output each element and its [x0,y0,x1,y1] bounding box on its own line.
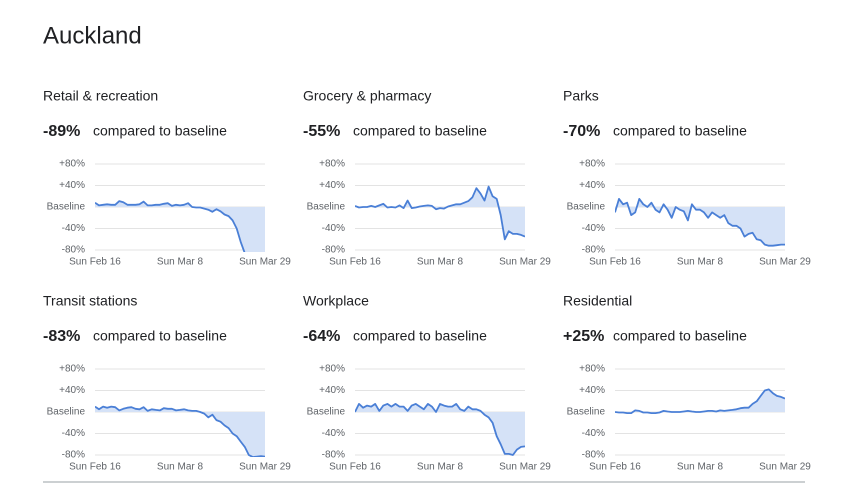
line [95,200,246,252]
line [355,185,525,241]
x-tick-label: Sun Feb 16 [69,257,121,268]
y-tick-label: +40% [319,180,345,191]
x-tick-label: Sun Feb 16 [589,462,641,473]
y-tick-label: +80% [59,159,85,170]
summary-value: -89% [43,123,80,140]
area [615,389,785,414]
x-tick-label: Sun Mar 29 [759,257,811,268]
area [95,406,265,457]
summary-value: -70% [563,123,600,140]
x-tick-label: Sun Feb 16 [329,462,381,473]
y-tick-label: Baseline [47,407,86,418]
y-tick-label: Baseline [567,202,606,213]
area [355,403,525,455]
y-tick-label: -40% [62,428,85,439]
line [615,198,785,247]
y-tick-label: Baseline [307,407,346,418]
y-tick-label: -80% [582,245,605,256]
summary-value: -64% [303,328,340,345]
y-tick-label: -40% [582,428,605,439]
y-tick-label: -80% [582,450,605,461]
y-tick-label: -40% [582,223,605,234]
chart-title: Grocery & pharmacy [303,88,431,104]
y-tick-label: +80% [59,364,85,375]
y-tick-label: -40% [322,223,345,234]
chart-title: Retail & recreation [43,88,158,104]
x-tick-label: Sun Mar 8 [677,257,724,268]
x-tick-label: Sun Feb 16 [329,257,381,268]
page-title: Auckland [43,22,142,49]
chart-title: Residential [563,293,632,309]
x-tick-label: Sun Mar 29 [499,462,551,473]
area [95,201,265,252]
summary-text: compared to baseline [613,123,747,139]
summary-text: compared to baseline [353,123,487,139]
x-tick-label: Sun Mar 29 [239,257,291,268]
summary-text: compared to baseline [613,328,747,344]
line [95,405,265,457]
summary-text: compared to baseline [353,328,487,344]
x-tick-label: Sun Feb 16 [69,462,121,473]
line [355,403,525,456]
summary-value: -83% [43,328,80,345]
y-tick-label: -80% [322,245,345,256]
y-tick-label: +40% [59,385,85,396]
y-tick-label: +80% [579,364,605,375]
y-tick-label: Baseline [567,407,606,418]
x-tick-label: Sun Mar 29 [239,462,291,473]
x-tick-label: Sun Mar 8 [157,257,204,268]
y-tick-label: -80% [62,450,85,461]
chart-title: Parks [563,88,599,104]
y-tick-label: +80% [319,159,345,170]
summary-value: -55% [303,123,340,140]
chart-title: Transit stations [43,293,137,309]
summary-value: +25% [563,328,604,345]
y-tick-label: -80% [62,245,85,256]
y-tick-label: -80% [322,450,345,461]
x-tick-label: Sun Mar 8 [417,462,464,473]
x-tick-label: Sun Mar 8 [417,257,464,268]
y-tick-label: -40% [62,223,85,234]
x-tick-label: Sun Feb 16 [589,257,641,268]
x-tick-label: Sun Mar 8 [157,462,204,473]
x-tick-label: Sun Mar 29 [759,462,811,473]
y-tick-label: Baseline [307,202,346,213]
y-tick-label: -40% [322,428,345,439]
y-tick-label: +40% [59,180,85,191]
line [615,388,785,414]
x-tick-label: Sun Mar 29 [499,257,551,268]
summary-text: compared to baseline [93,123,227,139]
area [355,186,525,240]
summary-text: compared to baseline [93,328,227,344]
y-tick-label: +80% [319,364,345,375]
area [615,198,785,246]
x-tick-label: Sun Mar 8 [677,462,724,473]
y-tick-label: +40% [579,385,605,396]
y-tick-label: +80% [579,159,605,170]
y-tick-label: +40% [319,385,345,396]
y-tick-label: Baseline [47,202,86,213]
y-tick-label: +40% [579,180,605,191]
chart-title: Workplace [303,293,369,309]
